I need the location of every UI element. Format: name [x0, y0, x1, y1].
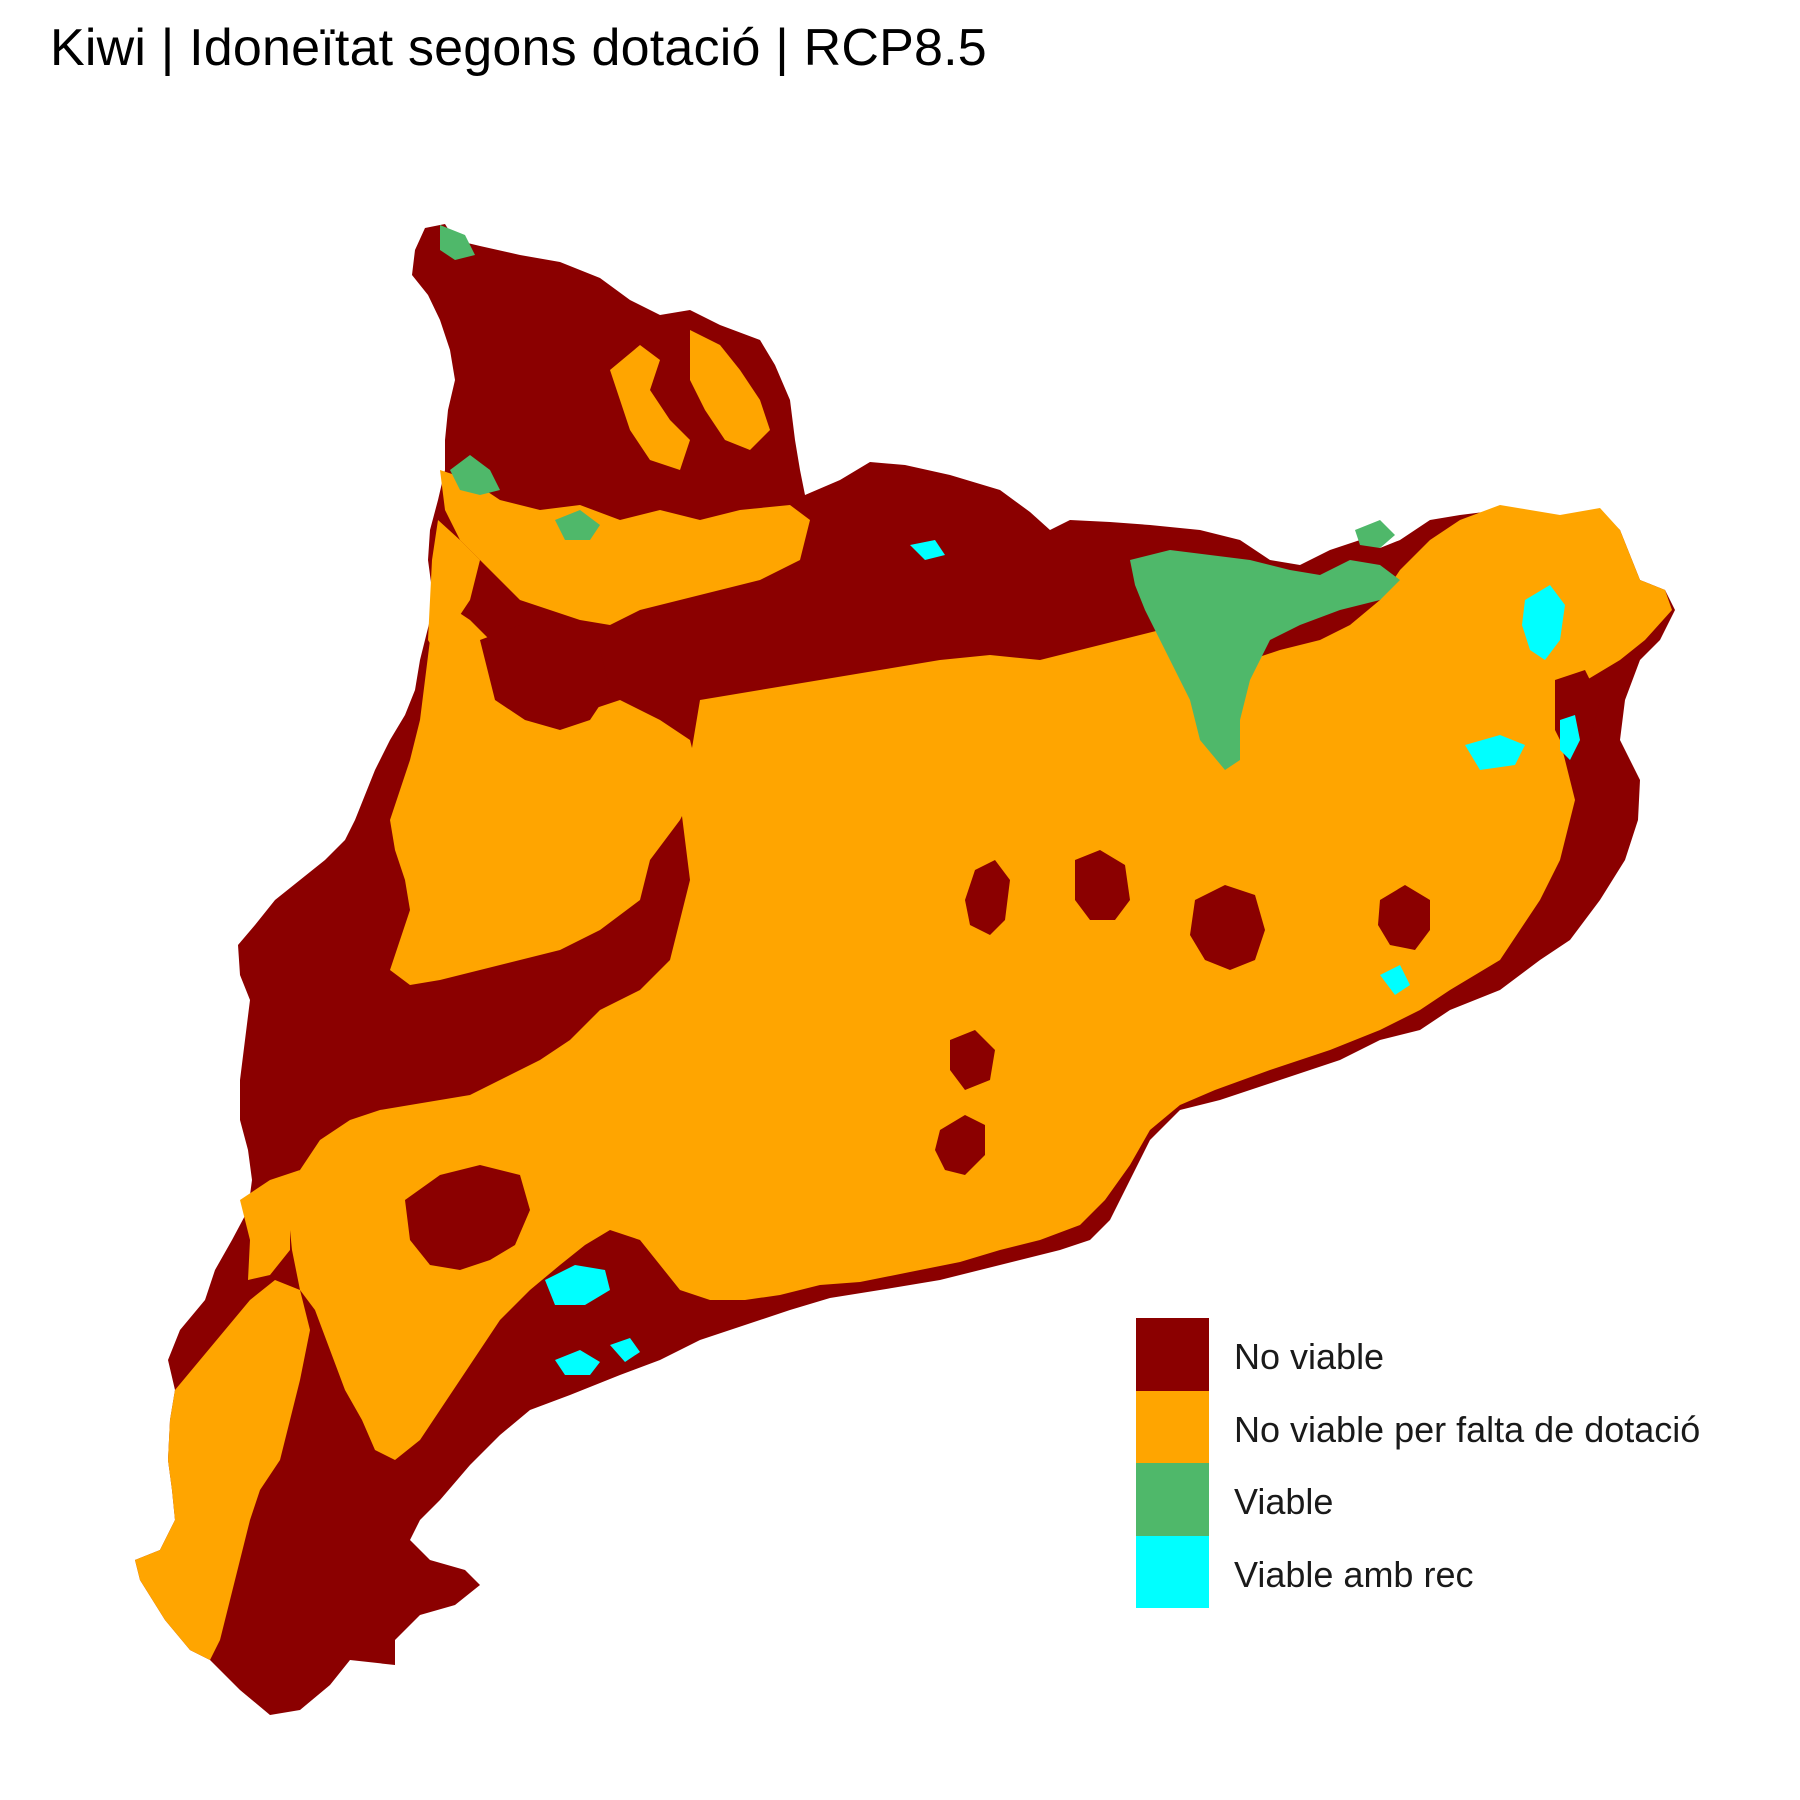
- region-no-viable-island-8: [480, 625, 610, 730]
- region-no-dotacio-main: [288, 505, 1672, 1460]
- legend-swatch-no-dotacio: [1136, 1390, 1209, 1463]
- region-no-dotacio-southwest: [135, 1280, 310, 1660]
- region-no-viable-island-2: [1075, 850, 1130, 920]
- region-no-viable-island-1: [965, 860, 1010, 935]
- page-title: Kiwi | Idoneïtat segons dotació | RCP8.5: [50, 19, 987, 77]
- region-no-viable-island-3: [1190, 885, 1265, 970]
- region-no-dotacio-north: [440, 470, 810, 625]
- region-viable-northwest-2: [450, 455, 500, 495]
- region-viable-rec-south-2: [555, 1350, 600, 1375]
- region-no-viable-island-4: [1378, 885, 1430, 950]
- region-viable-rec-south-1: [545, 1265, 610, 1305]
- region-viable-northwest-3: [555, 510, 600, 540]
- legend-label-viable-rec: Viable amb rec: [1234, 1553, 1474, 1595]
- legend-swatch-no-viable: [1136, 1318, 1209, 1391]
- legend-swatch-viable-rec: [1136, 1535, 1209, 1608]
- legend-swatch-viable: [1136, 1463, 1209, 1536]
- region-no-dotacio-northwest: [428, 520, 480, 660]
- region-no-dotacio-southwest-2: [240, 1170, 300, 1280]
- region-no-dotacio-valley-1: [610, 345, 690, 470]
- region-viable-rec-east-1: [1522, 585, 1565, 660]
- legend-label-viable: Viable: [1234, 1481, 1334, 1522]
- region-no-viable-island-5: [935, 1115, 985, 1175]
- region-no-viable-island-6: [950, 1030, 995, 1090]
- legend-label-no-viable: No viable: [1234, 1336, 1385, 1377]
- region-viable-rec-east-2: [1465, 735, 1525, 770]
- region-viable-rec-north: [910, 540, 945, 560]
- region-viable-rec-east-4: [1380, 965, 1410, 995]
- region-viable-northwest-1: [440, 225, 475, 260]
- legend-label-no-dotacio: No viable per falta de dotació: [1234, 1408, 1701, 1450]
- region-viable-rec-south-3: [610, 1338, 640, 1362]
- region-no-viable-island-7: [405, 1165, 530, 1270]
- region-no-dotacio-west: [390, 600, 700, 985]
- region-viable-northeast: [1130, 550, 1400, 770]
- region-viable-rec-east-3: [1560, 715, 1580, 760]
- region-viable-northwest-4: [1355, 520, 1395, 548]
- region-no-dotacio-valley-2: [690, 330, 770, 450]
